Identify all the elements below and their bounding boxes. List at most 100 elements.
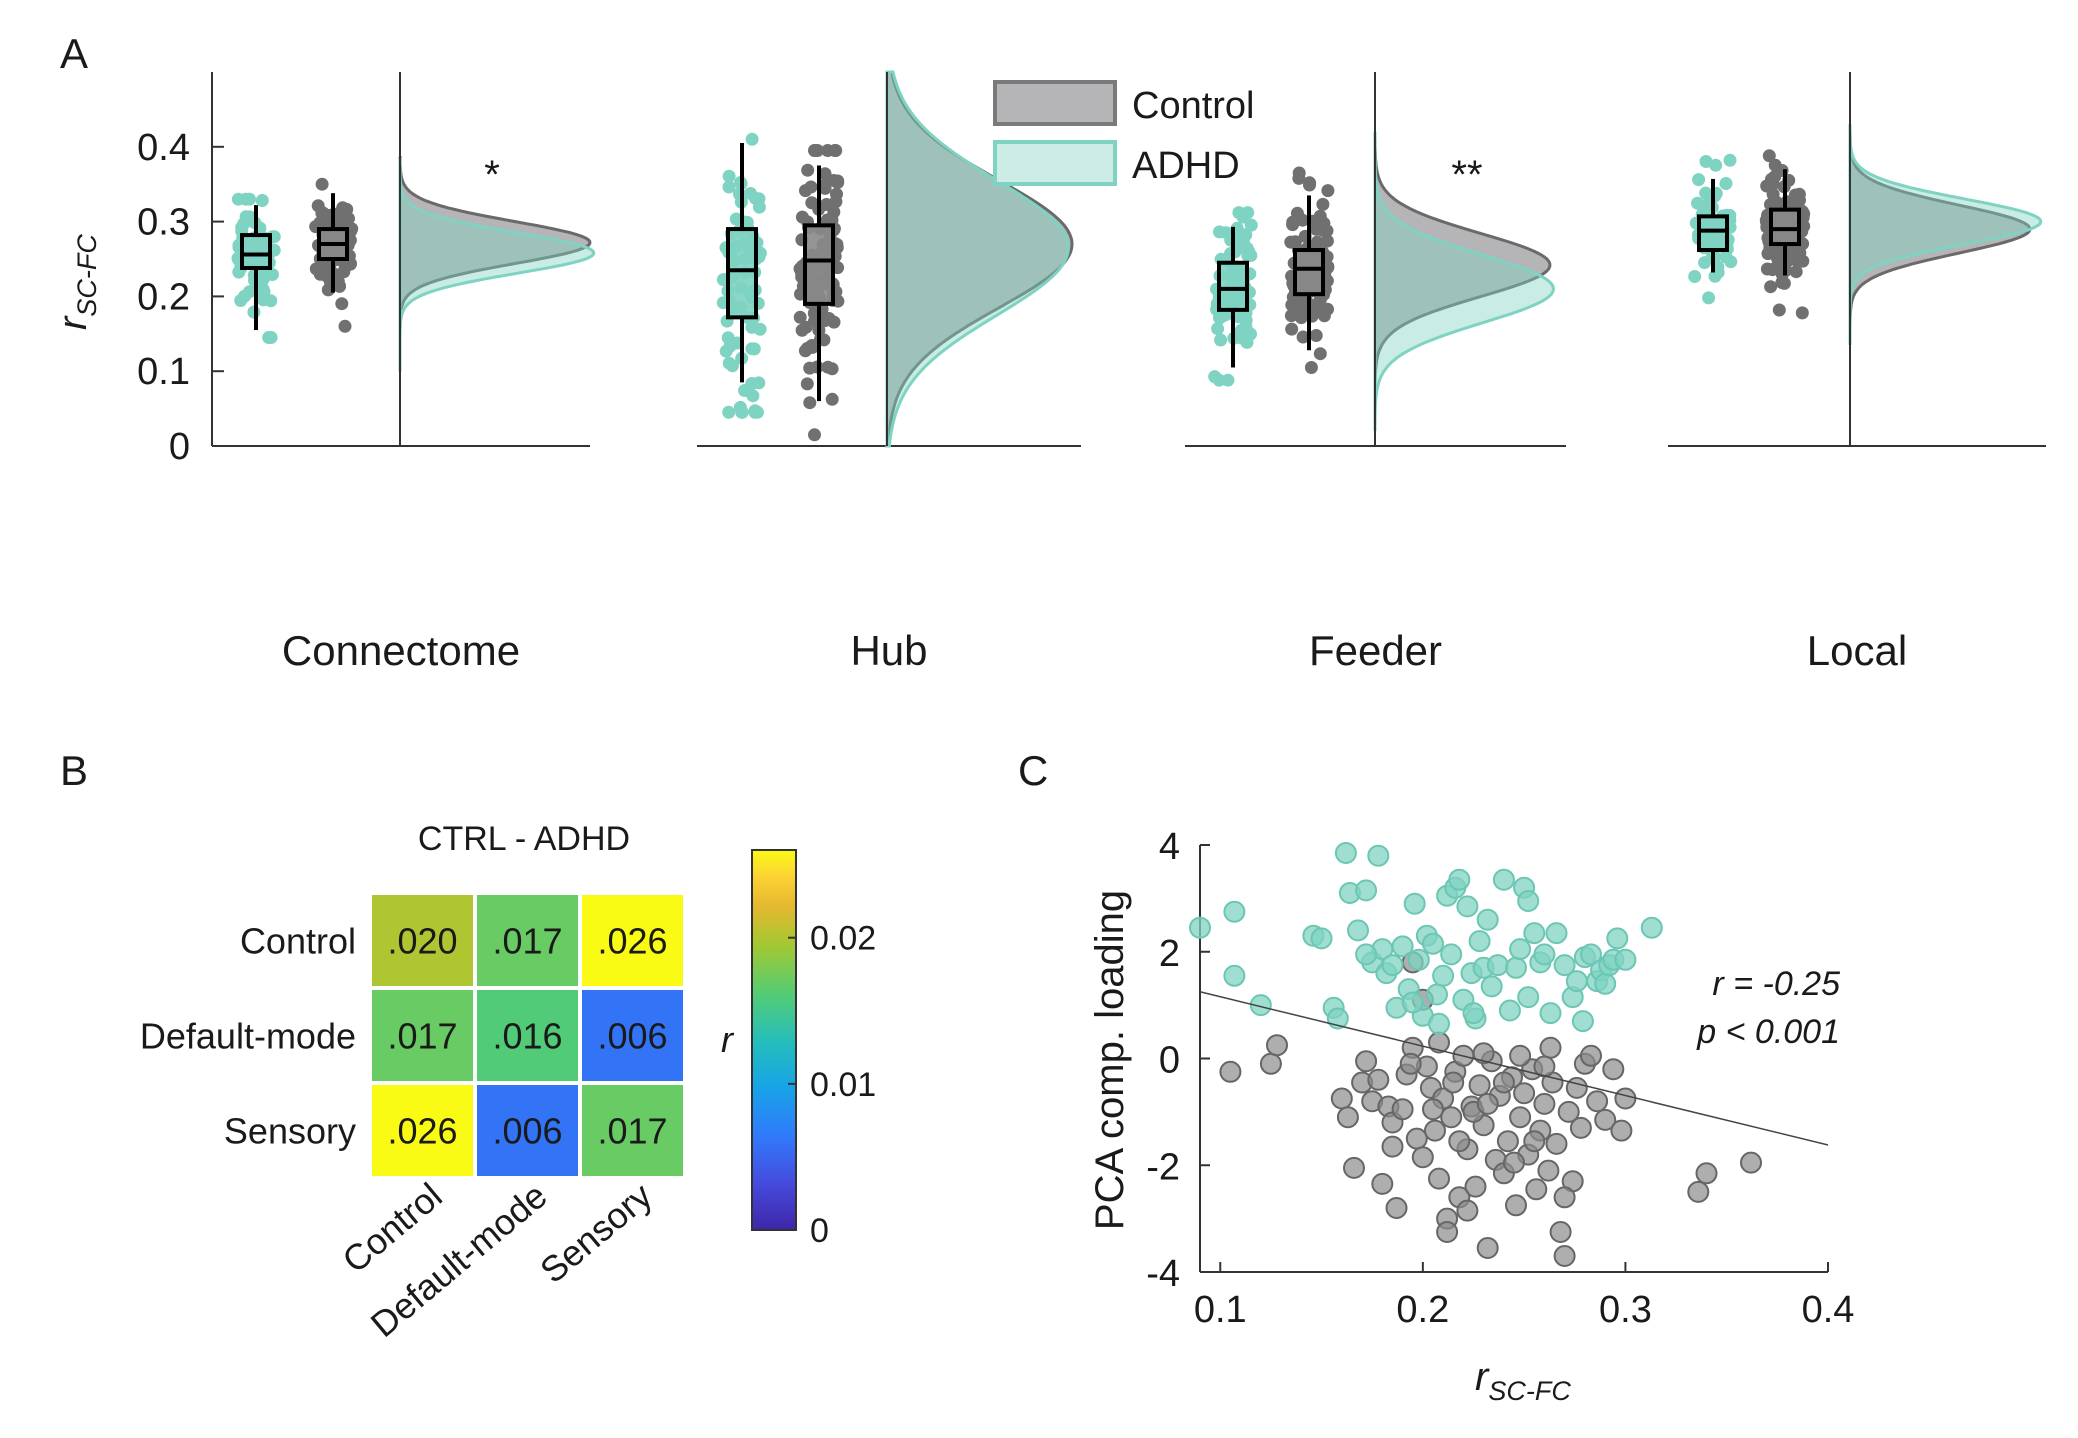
- control-point: [1496, 1130, 1519, 1153]
- control-point: [313, 216, 327, 230]
- legend-adhd-swatch: [993, 140, 1117, 186]
- scatter-x-tick-label: 0.2: [1396, 1289, 1449, 1331]
- adhd-point: [255, 194, 269, 207]
- control-point: [1766, 263, 1779, 277]
- adhd-point: [1509, 938, 1532, 961]
- adhd-point: [1594, 972, 1617, 995]
- control-point: [1764, 280, 1778, 294]
- heatmap-cell-label: .017: [492, 921, 562, 962]
- adhd-point: [1249, 994, 1272, 1017]
- control-point: [803, 396, 817, 410]
- adhd-point: [1476, 908, 1499, 931]
- colorbar-tick-label: 0: [810, 1212, 829, 1250]
- adhd-point: [733, 400, 747, 414]
- control-point: [1321, 184, 1335, 198]
- adhd-point: [1244, 218, 1258, 232]
- adhd-point: [1216, 309, 1230, 323]
- group-label: Feeder: [1309, 627, 1442, 674]
- adhd-point: [1724, 255, 1738, 269]
- adhd-point: [1236, 210, 1250, 224]
- control-point: [804, 180, 818, 194]
- panel-c-scatter: PCA comp. loading rSC-FC -4 -2 0 2 4 0.1 0.2 0.…: [1088, 826, 1854, 1406]
- adhd-point: [1606, 927, 1629, 950]
- panel-letter-a: A: [60, 30, 88, 77]
- control-point: [1549, 1221, 1572, 1243]
- control-point: [1304, 361, 1318, 374]
- y-tick-label: 0.3: [137, 202, 190, 244]
- control-point: [1285, 322, 1299, 336]
- control-point: [808, 428, 821, 442]
- control-point: [1765, 244, 1779, 257]
- heatmap-title: CTRL - ADHD: [418, 820, 630, 858]
- control-point: [1440, 1106, 1463, 1129]
- control-point: [313, 267, 327, 281]
- control-point: [1533, 1092, 1556, 1115]
- adhd-point: [1614, 948, 1637, 971]
- adhd-point: [256, 272, 270, 286]
- adhd-point: [1428, 1012, 1450, 1035]
- adhd-point: [1565, 970, 1588, 993]
- panel-a-raincloud: rSC-FC 0 0.1 0.2 0.3 0.4 Connectome * Hub Feede…: [51, 70, 2046, 674]
- control-point: [831, 174, 845, 188]
- control-point: [1602, 1058, 1625, 1081]
- control-point: [1428, 1167, 1450, 1190]
- scatter-y-tick-label: -2: [1146, 1146, 1180, 1188]
- adhd-point: [1462, 1002, 1485, 1025]
- adhd-point: [1310, 927, 1333, 950]
- adhd-point: [1208, 370, 1222, 384]
- control-point: [1614, 1087, 1637, 1110]
- adhd-point: [748, 405, 762, 419]
- adhd-box: [1697, 214, 1729, 253]
- legend-control-label: Control: [1132, 85, 1255, 127]
- control-point: [1537, 1159, 1560, 1182]
- control-point: [1476, 1237, 1499, 1259]
- heatmap-cell-label: .017: [387, 1016, 457, 1057]
- control-point: [1766, 187, 1780, 201]
- adhd-point: [1571, 1010, 1594, 1033]
- control-point: [1371, 1172, 1394, 1195]
- panel-a-ylabel: rSC-FC: [51, 234, 102, 330]
- control-point: [1503, 1151, 1525, 1174]
- control-point: [1594, 1108, 1617, 1131]
- adhd-point: [1505, 956, 1527, 979]
- colorbar-tick-label: 0.02: [810, 920, 876, 958]
- control-point: [1789, 265, 1803, 279]
- adhd-point: [1240, 241, 1254, 255]
- heatmap-cell: [473, 986, 582, 1085]
- control-point: [1557, 1100, 1580, 1123]
- adhd-point: [264, 331, 278, 344]
- control-point: [1284, 309, 1298, 323]
- control-point: [830, 187, 843, 201]
- heatmap-colorbar: 0 0.01 0.02 r: [721, 849, 876, 1250]
- group-feeder: Feeder **: [1185, 72, 1566, 674]
- adhd-point: [1401, 991, 1424, 1014]
- adhd-point: [1723, 153, 1737, 167]
- group-connectome: Connectome *: [212, 72, 596, 674]
- adhd-point: [1381, 954, 1404, 977]
- scatter-xlabel-sub: SC-FC: [1488, 1376, 1571, 1406]
- control-point: [1381, 1135, 1404, 1158]
- control-point: [1765, 172, 1778, 186]
- adhd-box: [240, 233, 272, 270]
- control-point: [1303, 176, 1317, 190]
- adhd-point: [1223, 900, 1246, 923]
- control-point: [1695, 1162, 1718, 1185]
- adhd-box: [1217, 260, 1249, 312]
- control-point: [1762, 149, 1776, 163]
- control-point: [1456, 1199, 1479, 1222]
- regression-line: [1199, 991, 1829, 1146]
- control-point: [1565, 1076, 1588, 1099]
- control-point: [1320, 234, 1334, 248]
- heatmap-cell-label: .006: [597, 1016, 667, 1057]
- heatmap-cell-label: .006: [492, 1111, 562, 1152]
- heatmap-cell: [473, 1081, 582, 1180]
- control-point: [1330, 1087, 1353, 1110]
- adhd-point: [752, 192, 766, 206]
- control-point: [1740, 1151, 1762, 1174]
- control-point: [1317, 303, 1331, 317]
- panel-a-groups: Connectome * Hub Feeder ** Local: [212, 70, 2046, 674]
- adhd-point: [1533, 943, 1556, 966]
- heatmap-cell: [368, 1081, 477, 1180]
- control-point: [1505, 1194, 1527, 1217]
